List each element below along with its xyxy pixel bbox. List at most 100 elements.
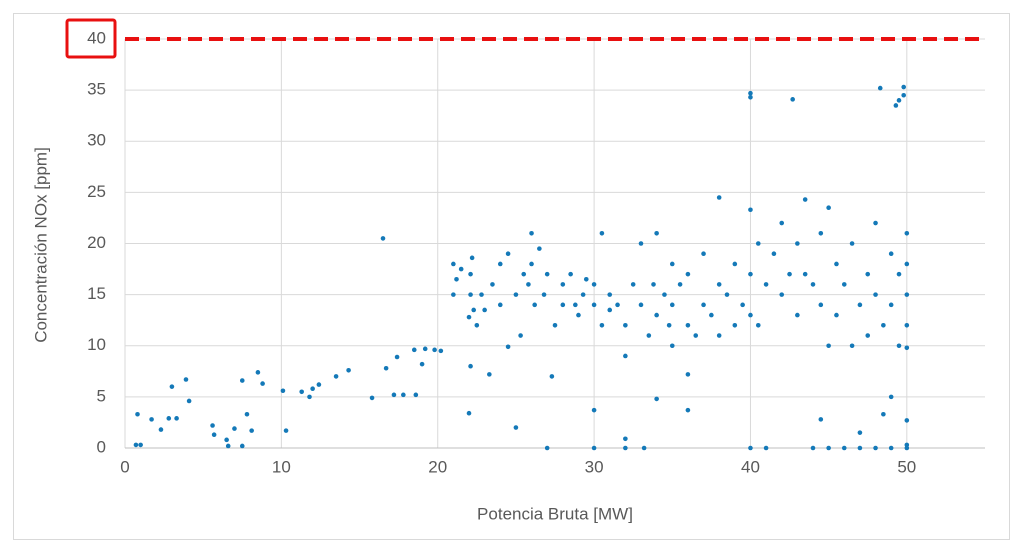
point — [591, 282, 597, 287]
point — [333, 374, 339, 379]
point — [310, 386, 315, 391]
point — [901, 84, 906, 90]
point — [755, 241, 761, 246]
point — [818, 302, 824, 308]
point — [685, 323, 691, 328]
point — [716, 333, 722, 338]
point — [826, 343, 831, 349]
point — [438, 348, 444, 354]
point — [432, 347, 437, 353]
point — [166, 416, 172, 421]
point — [748, 312, 753, 318]
point — [740, 302, 745, 308]
point — [795, 241, 800, 246]
point — [748, 207, 753, 213]
point — [239, 378, 245, 383]
point — [877, 85, 883, 91]
point — [623, 436, 628, 442]
y-axis-title: Concentración NOx [ppm] — [31, 147, 50, 343]
point — [904, 345, 910, 351]
point — [521, 271, 527, 277]
point — [802, 271, 808, 277]
y-tick-label: 5 — [97, 386, 106, 405]
point — [505, 251, 511, 257]
point — [183, 377, 189, 382]
y-tick-label: 0 — [97, 437, 106, 456]
point — [468, 271, 473, 277]
point — [724, 292, 730, 297]
chart-frame — [13, 13, 1010, 540]
point — [779, 220, 785, 226]
point — [888, 394, 894, 400]
point — [149, 417, 154, 422]
point — [607, 292, 613, 297]
point — [466, 314, 472, 320]
point — [482, 307, 487, 313]
x-tick-label: 30 — [585, 457, 604, 476]
point — [834, 261, 839, 267]
point — [826, 445, 831, 451]
point — [138, 442, 143, 448]
point — [841, 445, 847, 451]
point — [225, 443, 231, 449]
y-tick-label: 10 — [87, 335, 106, 354]
y-tick-label: 25 — [87, 182, 106, 201]
point — [834, 312, 839, 318]
point — [591, 445, 597, 451]
point — [748, 445, 753, 451]
point — [873, 220, 878, 226]
point — [873, 445, 878, 451]
point — [896, 271, 902, 277]
point — [654, 230, 659, 236]
point — [701, 251, 706, 257]
point — [651, 282, 656, 287]
point — [133, 442, 139, 448]
point — [810, 445, 816, 451]
point — [210, 423, 215, 428]
y-tick-label: 20 — [87, 233, 106, 252]
point — [677, 282, 683, 287]
point — [316, 382, 322, 387]
point — [468, 292, 473, 297]
point — [158, 427, 164, 432]
point — [685, 271, 691, 277]
point — [849, 343, 855, 349]
point — [413, 392, 419, 398]
point — [529, 261, 534, 267]
point — [401, 392, 406, 398]
point — [549, 374, 555, 379]
y-tick-label: 15 — [87, 284, 106, 303]
point — [280, 388, 286, 394]
point — [873, 292, 878, 297]
point — [458, 266, 464, 272]
x-tick-label: 10 — [272, 457, 291, 476]
point — [685, 407, 691, 413]
point — [669, 343, 675, 349]
point — [790, 97, 795, 102]
point — [497, 302, 503, 308]
point — [513, 292, 519, 297]
point — [904, 292, 910, 297]
point — [685, 372, 691, 377]
point — [474, 323, 480, 328]
point — [881, 323, 886, 328]
point — [419, 361, 425, 367]
point — [239, 443, 245, 449]
point — [638, 241, 644, 246]
point — [748, 94, 753, 100]
point — [518, 333, 523, 338]
point — [779, 292, 785, 297]
point — [526, 282, 531, 287]
point — [541, 292, 547, 297]
point — [763, 445, 769, 451]
point — [755, 323, 761, 328]
point — [591, 407, 597, 413]
y-tick-label: 30 — [87, 131, 106, 150]
point — [468, 363, 473, 369]
tick-highlight — [65, 18, 117, 59]
point — [893, 103, 899, 108]
point — [599, 230, 605, 236]
point — [369, 395, 375, 401]
point — [896, 98, 902, 103]
point — [394, 354, 400, 360]
